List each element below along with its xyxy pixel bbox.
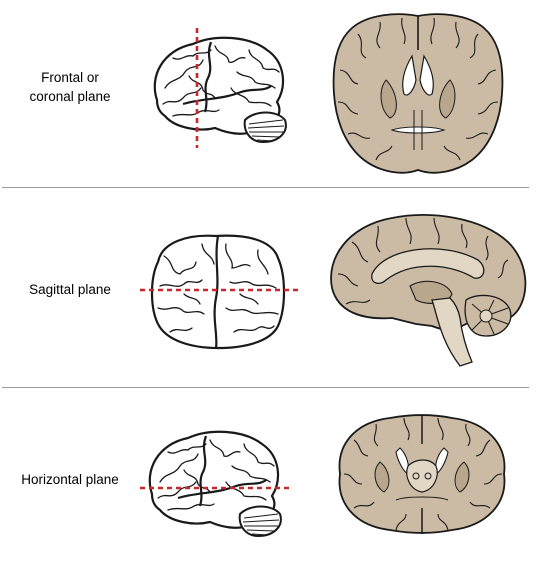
dorsal-brain-icon xyxy=(140,234,298,350)
frontal-plane-label: Frontal or coronal plane xyxy=(0,68,140,106)
frontal-label-line-1: Frontal or xyxy=(41,70,99,85)
sagittal-label-line-1: Sagittal plane xyxy=(29,282,111,297)
row-frontal-plane: Frontal or coronal plane xyxy=(0,0,543,186)
coronal-section-icon xyxy=(332,13,504,174)
horizontal-section-icon xyxy=(338,414,506,534)
lateral-brain-icon xyxy=(153,28,287,148)
frontal-label-line-2: coronal plane xyxy=(29,89,111,104)
sagittal-section-icon xyxy=(330,214,527,367)
horizontal-plane-label: Horizontal plane xyxy=(0,470,140,489)
sagittal-plane-label: Sagittal plane xyxy=(0,280,140,299)
divider-2 xyxy=(2,387,529,388)
row-sagittal-plane: Sagittal plane xyxy=(0,190,543,376)
divider-1 xyxy=(2,187,529,188)
horizontal-label-line-1: Horizontal plane xyxy=(21,472,119,487)
row-horizontal-plane: Horizontal plane xyxy=(0,390,543,576)
lateral-brain-icon xyxy=(140,430,290,538)
